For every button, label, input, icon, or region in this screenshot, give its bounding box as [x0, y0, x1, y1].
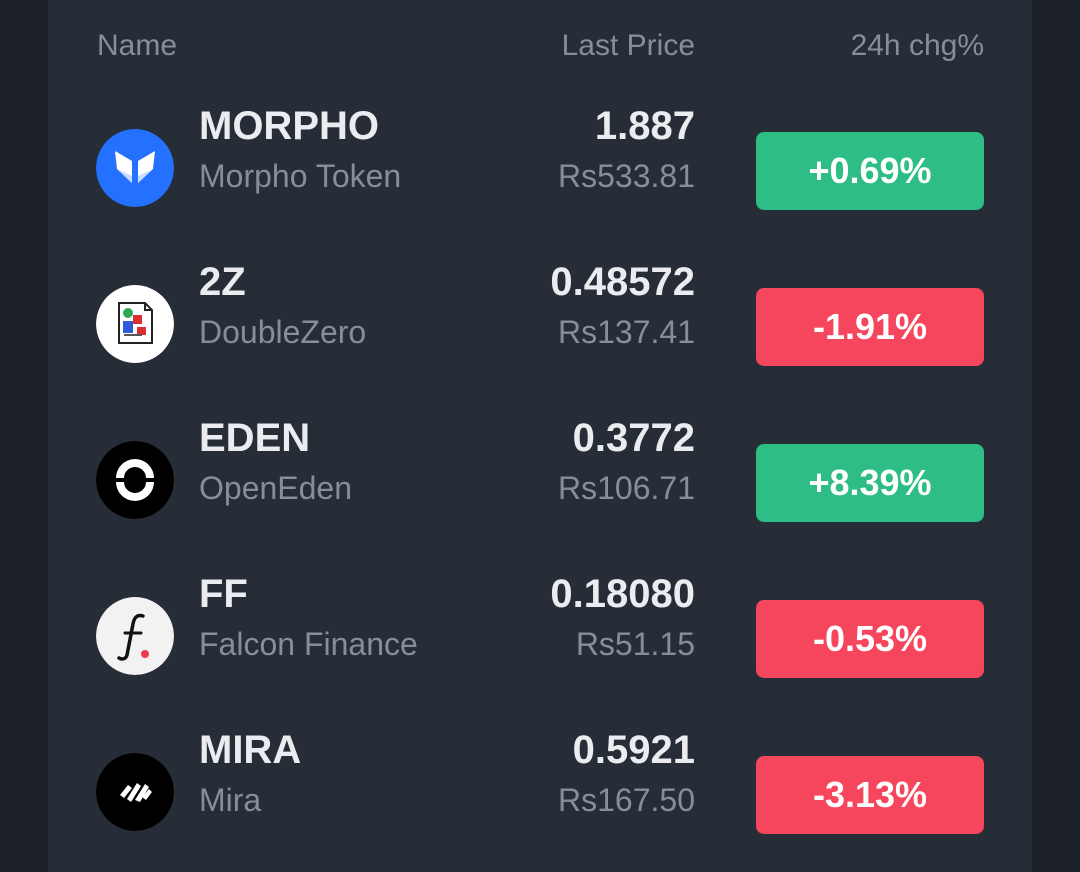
market-list-panel: Name Last Price 24h chg% MORPHO Morpho T…: [48, 0, 1032, 872]
last-price: 0.3772: [572, 416, 695, 460]
coin-name: Mira: [199, 782, 262, 818]
fiat-price: Rs137.41: [558, 314, 695, 350]
openeden-icon: [96, 441, 174, 519]
market-row-morpho[interactable]: MORPHO Morpho Token 1.887 Rs533.81 +0.69…: [48, 84, 1032, 240]
change-badge[interactable]: +8.39%: [756, 444, 984, 522]
change-badge[interactable]: -0.53%: [756, 600, 984, 678]
market-row-2z[interactable]: 2Z DoubleZero 0.48572 Rs137.41 -1.91%: [48, 240, 1032, 396]
list-header: Name Last Price 24h chg%: [48, 0, 1032, 92]
change-badge[interactable]: +0.69%: [756, 132, 984, 210]
market-row-mira[interactable]: MIRA Mira 0.5921 Rs167.50 -3.13%: [48, 708, 1032, 864]
coin-symbol: MORPHO: [199, 104, 379, 148]
market-row-ff[interactable]: FF Falcon Finance 0.18080 Rs51.15 -0.53%: [48, 552, 1032, 708]
broken-image-icon: [96, 285, 174, 363]
coin-name: Morpho Token: [199, 158, 402, 194]
last-price: 0.48572: [550, 260, 695, 304]
market-row-eden[interactable]: EDEN OpenEden 0.3772 Rs106.71 +8.39%: [48, 396, 1032, 552]
header-last-price[interactable]: Last Price: [561, 29, 695, 62]
change-badge[interactable]: -1.91%: [756, 288, 984, 366]
mira-icon: [96, 753, 174, 831]
fiat-price: Rs167.50: [558, 782, 695, 818]
morpho-butterfly-icon: [96, 129, 174, 207]
header-name[interactable]: Name: [97, 29, 178, 62]
coin-name: DoubleZero: [199, 314, 367, 350]
coin-symbol: MIRA: [199, 728, 302, 772]
falcon-finance-icon: [96, 597, 174, 675]
fiat-price: Rs51.15: [575, 626, 695, 662]
fiat-price: Rs533.81: [558, 158, 695, 194]
coin-symbol: 2Z: [199, 260, 246, 304]
last-price: 0.5921: [572, 728, 695, 772]
header-change[interactable]: 24h chg%: [850, 29, 984, 62]
coin-symbol: EDEN: [199, 416, 311, 460]
last-price: 1.887: [594, 104, 695, 148]
fiat-price: Rs106.71: [558, 470, 695, 506]
coin-symbol: FF: [199, 572, 248, 616]
last-price: 0.18080: [550, 572, 695, 616]
coin-name: Falcon Finance: [199, 626, 418, 662]
change-badge[interactable]: -3.13%: [756, 756, 984, 834]
coin-name: OpenEden: [199, 470, 353, 506]
